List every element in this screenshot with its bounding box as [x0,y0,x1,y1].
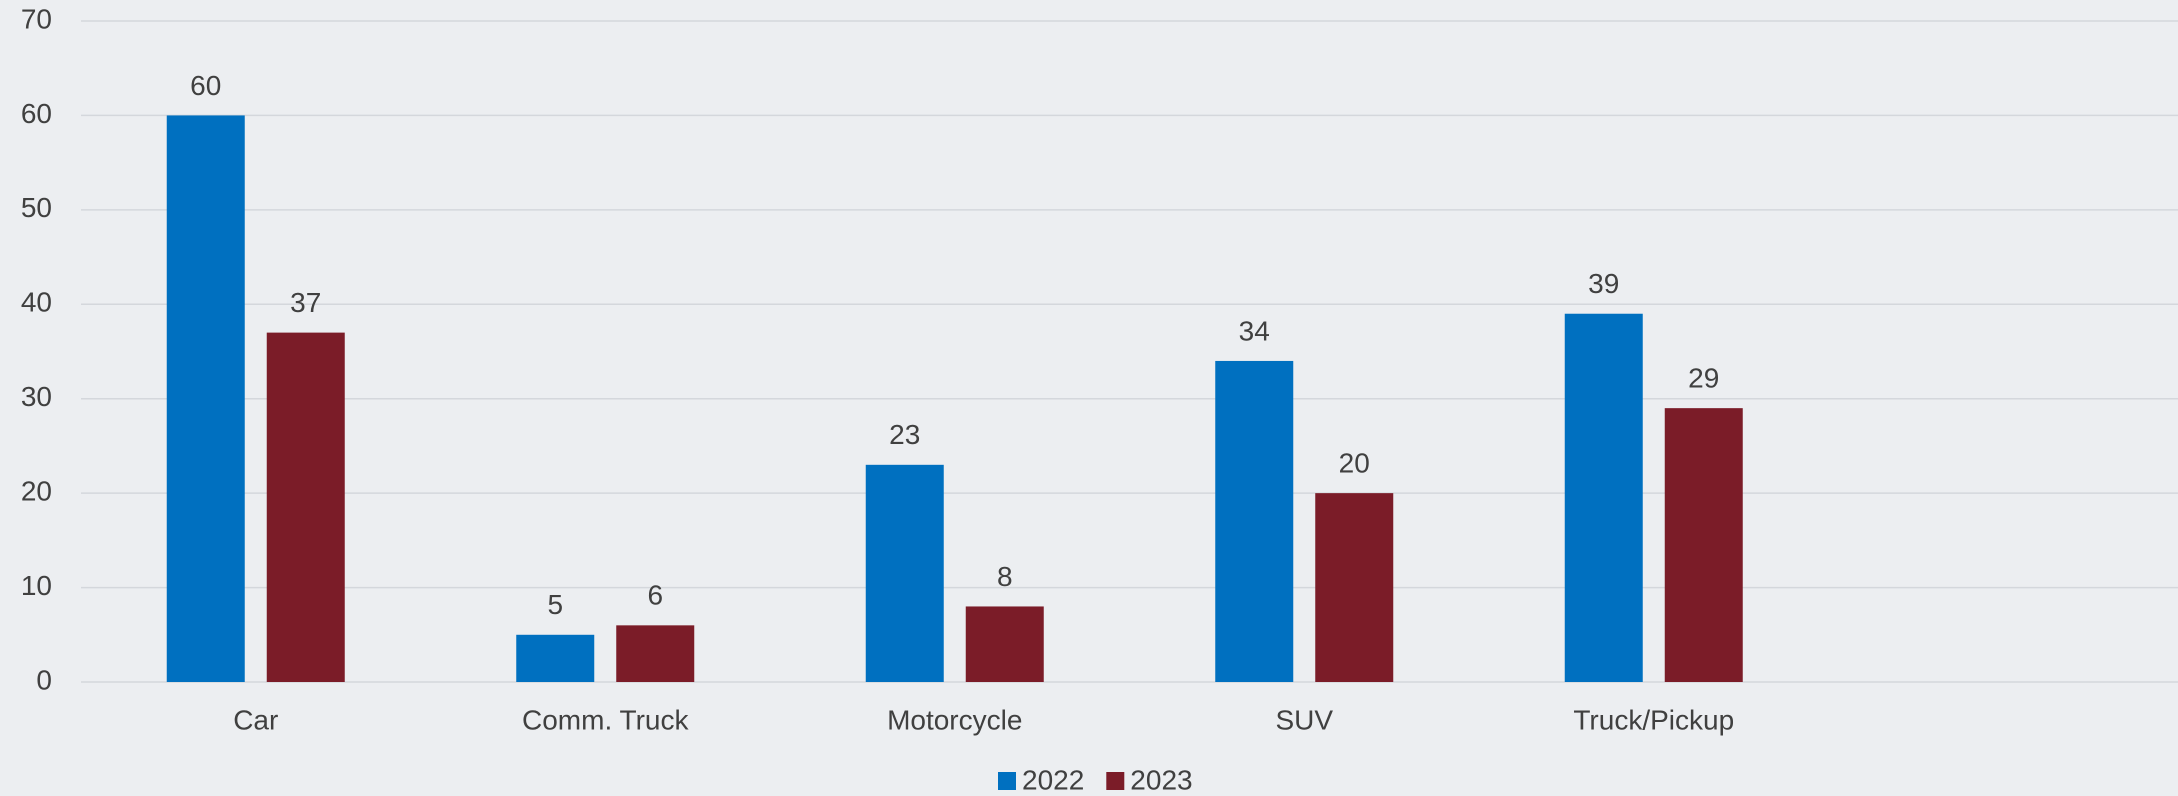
value-label: 23 [889,419,920,450]
x-tick-label: Truck/Pickup [1573,704,1734,735]
legend-label: 2022 [1022,764,1084,795]
value-label: 8 [997,561,1013,592]
bar [966,606,1044,682]
value-label: 39 [1588,268,1619,299]
y-tick-label: 0 [36,664,52,695]
value-label: 60 [190,70,221,101]
value-label: 34 [1239,315,1270,346]
legend-swatch [998,772,1016,790]
y-tick-label: 20 [21,476,52,507]
bar [866,465,944,682]
y-tick-label: 60 [21,98,52,129]
bar [1215,361,1293,682]
bar [516,635,594,682]
legend-swatch [1106,772,1124,790]
y-tick-label: 30 [21,381,52,412]
bar [616,625,694,682]
bar [167,115,245,682]
value-label: 5 [547,589,563,620]
chart: 0 10 20 30 40 50 60 70 Car 60 37 Comm. Truck 5 6 Motor… [0,0,2178,796]
x-tick-label: Car [233,704,278,735]
x-tick-label: Comm. Truck [522,704,689,735]
legend-label: 2023 [1130,764,1192,795]
y-tick-label: 70 [21,3,52,34]
bar [267,333,345,682]
bar [1665,408,1743,682]
y-tick-label: 10 [21,570,52,601]
value-label: 37 [290,287,321,318]
y-tick-label: 50 [21,192,52,223]
value-label: 29 [1688,363,1719,394]
value-label: 6 [647,580,663,611]
x-tick-label: Motorcycle [887,704,1022,735]
value-label: 20 [1339,448,1370,479]
x-tick-label: SUV [1275,704,1333,735]
bar [1315,493,1393,682]
y-tick-label: 40 [21,287,52,318]
bar [1565,314,1643,682]
